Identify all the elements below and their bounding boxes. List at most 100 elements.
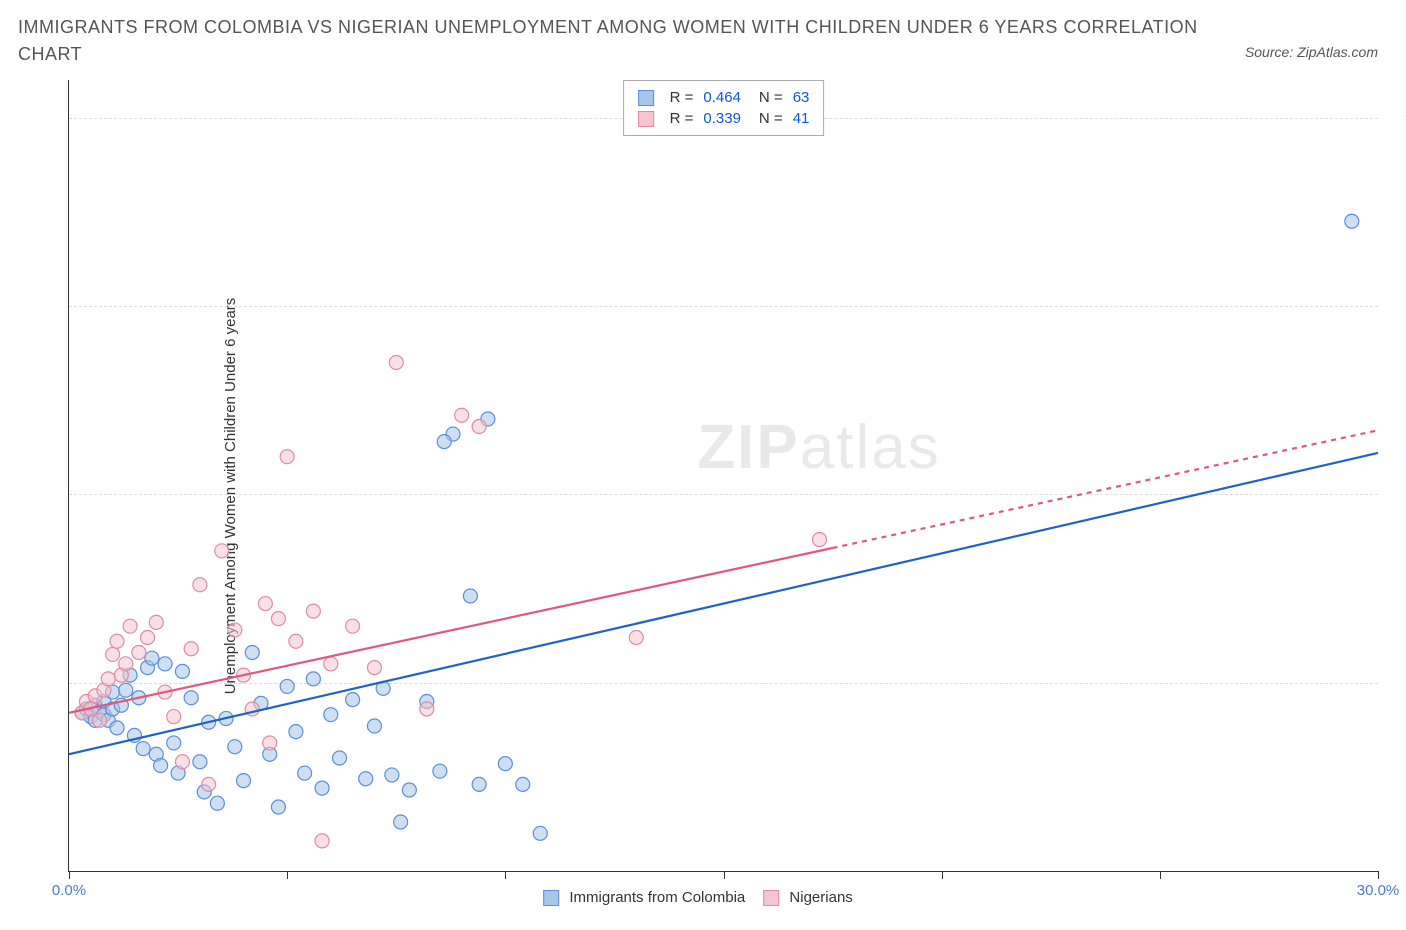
scatter-point	[184, 642, 198, 656]
y-tick-label: 40.0%	[1388, 109, 1406, 126]
scatter-point	[119, 683, 133, 697]
x-tick	[942, 871, 943, 879]
scatter-point	[533, 826, 547, 840]
scatter-point	[812, 533, 826, 547]
scatter-point	[202, 777, 216, 791]
chart-title: IMMIGRANTS FROM COLOMBIA VS NIGERIAN UNE…	[18, 14, 1206, 68]
r-label-2: R =	[670, 110, 694, 127]
chart-container: Unemployment Among Women with Children U…	[18, 80, 1378, 912]
scatter-point	[280, 450, 294, 464]
r-value-2: 0.339	[703, 110, 741, 127]
scatter-point	[184, 691, 198, 705]
scatter-point	[324, 708, 338, 722]
scatter-point	[306, 604, 320, 618]
n-label-2: N =	[759, 110, 783, 127]
scatter-point	[271, 800, 285, 814]
scatter-point	[389, 356, 403, 370]
legend-item-2: Nigerians	[763, 889, 853, 906]
trend-line-dashed	[833, 430, 1378, 548]
scatter-point	[346, 619, 360, 633]
scatter-point	[119, 657, 133, 671]
x-tick	[724, 871, 725, 879]
scatter-point	[437, 435, 451, 449]
x-tick	[1160, 871, 1161, 879]
stats-legend-box: R = 0.464 N = 63 R = 0.339 N = 41	[623, 80, 825, 136]
scatter-point	[106, 647, 120, 661]
stats-row-series-2: R = 0.339 N = 41	[638, 108, 810, 129]
source-label: Source: ZipAtlas.com	[1245, 44, 1378, 60]
scatter-point	[215, 544, 229, 558]
scatter-point	[359, 772, 373, 786]
y-tick-label: 30.0%	[1388, 298, 1406, 315]
legend-swatch-1	[543, 890, 559, 906]
scatter-point	[101, 672, 115, 686]
stats-row-series-1: R = 0.464 N = 63	[638, 87, 810, 108]
scatter-point	[472, 420, 486, 434]
legend-item-1: Immigrants from Colombia	[543, 889, 745, 906]
scatter-point	[298, 766, 312, 780]
scatter-point	[367, 661, 381, 675]
scatter-point	[145, 651, 159, 665]
scatter-point	[385, 768, 399, 782]
scatter-point	[110, 634, 124, 648]
scatter-point	[394, 815, 408, 829]
scatter-point	[280, 679, 294, 693]
r-label-1: R =	[670, 89, 694, 106]
scatter-point	[1345, 214, 1359, 228]
legend-label-2: Nigerians	[789, 889, 852, 906]
scatter-point	[193, 578, 207, 592]
scatter-point	[149, 615, 163, 629]
y-tick-label: 20.0%	[1388, 486, 1406, 503]
plot-area: R = 0.464 N = 63 R = 0.339 N = 41 ZIPatl…	[68, 80, 1378, 872]
r-value-1: 0.464	[703, 89, 741, 106]
x-tick	[1378, 871, 1379, 879]
scatter-point	[315, 834, 329, 848]
scatter-point	[306, 672, 320, 686]
scatter-point	[498, 757, 512, 771]
scatter-point	[158, 657, 172, 671]
x-tick-label: 30.0%	[1357, 882, 1400, 899]
n-value-2: 41	[793, 110, 810, 127]
x-tick	[505, 871, 506, 879]
scatter-point	[93, 713, 107, 727]
trend-line	[69, 548, 833, 713]
y-tick-label: 10.0%	[1388, 674, 1406, 691]
scatter-point	[136, 742, 150, 756]
scatter-point	[324, 657, 338, 671]
scatter-point	[258, 597, 272, 611]
legend-swatch-2	[763, 890, 779, 906]
scatter-point	[516, 777, 530, 791]
scatter-point	[420, 702, 434, 716]
x-tick-label: 0.0%	[52, 882, 86, 899]
scatter-point	[289, 725, 303, 739]
scatter-point	[175, 755, 189, 769]
scatter-point	[367, 719, 381, 733]
x-tick	[287, 871, 288, 879]
scatter-point	[245, 646, 259, 660]
scatter-point	[333, 751, 347, 765]
n-label-1: N =	[759, 89, 783, 106]
scatter-point	[455, 408, 469, 422]
scatter-point	[110, 721, 124, 735]
scatter-point	[271, 612, 285, 626]
plot-svg	[69, 80, 1378, 871]
scatter-point	[193, 755, 207, 769]
scatter-point	[472, 777, 486, 791]
scatter-point	[123, 619, 137, 633]
legend-label-1: Immigrants from Colombia	[569, 889, 745, 906]
scatter-point	[629, 630, 643, 644]
stats-swatch-2	[638, 111, 654, 127]
scatter-point	[167, 736, 181, 750]
scatter-point	[154, 759, 168, 773]
bottom-legend: Immigrants from Colombia Nigerians	[543, 889, 853, 906]
scatter-point	[346, 693, 360, 707]
scatter-point	[228, 623, 242, 637]
scatter-point	[315, 781, 329, 795]
stats-swatch-1	[638, 90, 654, 106]
scatter-point	[210, 796, 224, 810]
scatter-point	[402, 783, 416, 797]
scatter-point	[463, 589, 477, 603]
scatter-point	[263, 736, 277, 750]
scatter-point	[175, 664, 189, 678]
scatter-point	[289, 634, 303, 648]
